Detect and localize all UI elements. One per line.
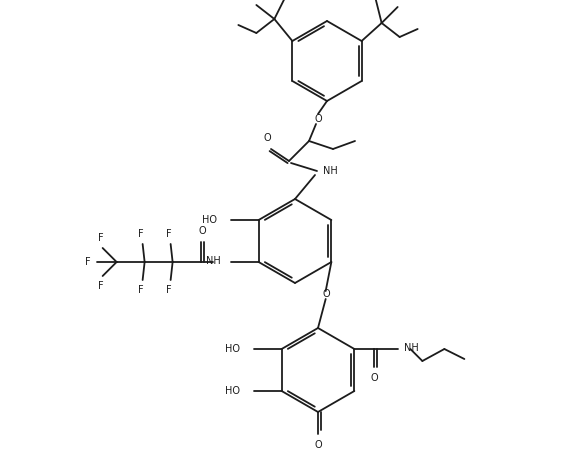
Text: NH: NH — [404, 343, 419, 353]
Text: F: F — [98, 233, 104, 243]
Text: HO: HO — [225, 386, 239, 396]
Text: F: F — [166, 229, 171, 239]
Text: NH: NH — [206, 256, 221, 266]
Text: O: O — [314, 114, 322, 124]
Text: F: F — [166, 285, 171, 295]
Text: O: O — [199, 226, 207, 236]
Text: F: F — [85, 257, 91, 267]
Text: O: O — [371, 373, 378, 383]
Text: O: O — [323, 289, 331, 299]
Text: O: O — [314, 440, 322, 450]
Text: HO: HO — [201, 215, 217, 225]
Text: F: F — [138, 229, 143, 239]
Text: O: O — [263, 133, 271, 143]
Text: NH: NH — [323, 166, 338, 176]
Text: HO: HO — [225, 344, 239, 354]
Text: F: F — [98, 281, 104, 291]
Text: F: F — [138, 285, 143, 295]
